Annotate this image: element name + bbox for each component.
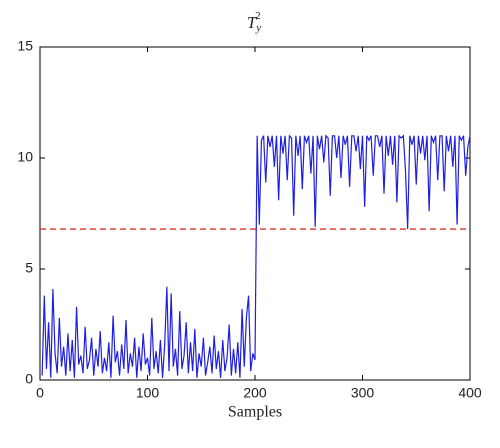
x-tick-label: 0 xyxy=(36,385,44,401)
y-tick-label: 10 xyxy=(17,149,33,165)
y-tick-label: 0 xyxy=(25,371,33,387)
title-sub: y xyxy=(255,22,261,34)
x-axis-label: Samples xyxy=(228,404,282,421)
title-base: T xyxy=(247,13,258,32)
y-tick-label: 15 xyxy=(17,38,33,54)
x-tick-label: 200 xyxy=(243,385,267,401)
data-line xyxy=(41,134,471,378)
title-sup: 2 xyxy=(255,10,261,22)
chart-title: Ty2 xyxy=(247,10,261,34)
y-tick-label: 5 xyxy=(25,260,33,276)
x-tick-label: 100 xyxy=(136,385,160,401)
x-tick-label: 300 xyxy=(351,385,375,401)
x-tick-label: 400 xyxy=(458,385,482,401)
